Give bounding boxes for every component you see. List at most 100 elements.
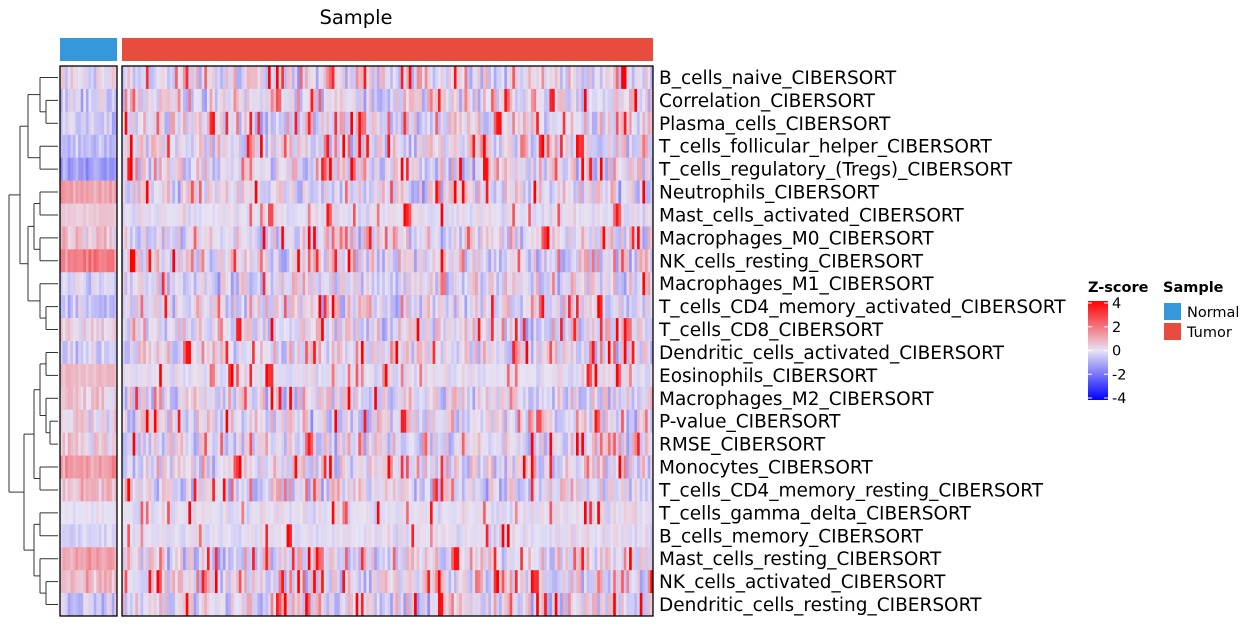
- heatmap-cell: [217, 341, 221, 365]
- heatmap-cell: [570, 547, 574, 571]
- heatmap-cell: [310, 501, 314, 525]
- heatmap-cell: [148, 409, 152, 434]
- heatmap-cell: [594, 226, 598, 250]
- heatmap-cell: [427, 272, 431, 296]
- heatmap-cell: [368, 341, 372, 365]
- heatmap-cell: [127, 180, 131, 204]
- heatmap-cell: [156, 478, 160, 502]
- heatmap-cell: [185, 455, 189, 479]
- heatmap-cell: [321, 249, 325, 273]
- heatmap-cell: [530, 409, 534, 434]
- heatmap-cell: [477, 272, 481, 296]
- heatmap-cell: [411, 180, 415, 204]
- heatmap-cell: [83, 88, 87, 113]
- heatmap-cell: [573, 386, 577, 411]
- heatmap-cell: [451, 501, 455, 525]
- heatmap-cell: [167, 134, 171, 159]
- heatmap-cell: [538, 295, 542, 319]
- heatmap-cell: [204, 295, 208, 319]
- heatmap-cell: [342, 157, 346, 181]
- heatmap-cell: [318, 203, 322, 227]
- heatmap-cell: [480, 295, 484, 319]
- heatmap-cell: [114, 547, 118, 571]
- heatmap-cell: [400, 386, 404, 411]
- heatmap-cell: [145, 203, 149, 227]
- heatmap-cell: [522, 478, 526, 502]
- heatmap-cell: [483, 386, 487, 411]
- heatmap-cell: [185, 409, 189, 434]
- heatmap-cell: [225, 386, 229, 411]
- heatmap-cell: [565, 295, 569, 319]
- heatmap-cell: [225, 547, 229, 571]
- heatmap-cell: [647, 363, 651, 388]
- heatmap-cell: [313, 432, 317, 456]
- heatmap-cell: [589, 386, 593, 411]
- heatmap-cell: [411, 386, 415, 411]
- heatmap-cell: [91, 203, 95, 227]
- heatmap-cell: [544, 409, 548, 434]
- heatmap-cell: [241, 341, 245, 365]
- heatmap-cell: [599, 272, 603, 296]
- heatmap-cell: [525, 180, 529, 204]
- heatmap-cell: [318, 386, 322, 411]
- heatmap-cell: [634, 363, 638, 388]
- heatmap-cell: [358, 66, 362, 90]
- heatmap-cell: [93, 157, 97, 181]
- heatmap-cell: [193, 66, 197, 90]
- heatmap-cell: [145, 547, 149, 571]
- heatmap-cell: [127, 501, 131, 525]
- heatmap-cell: [469, 203, 473, 227]
- heatmap-cell: [191, 501, 195, 525]
- heatmap-cell: [75, 226, 79, 250]
- heatmap-cell: [78, 88, 82, 113]
- heatmap-cell: [395, 455, 399, 479]
- heatmap-cell: [297, 111, 301, 136]
- heatmap-cell: [145, 363, 149, 388]
- heatmap-cell: [475, 203, 479, 227]
- heatmap-cell: [289, 180, 293, 204]
- heatmap-cell: [217, 66, 221, 90]
- heatmap-cell: [573, 547, 577, 571]
- heatmap-cell: [525, 363, 529, 388]
- heatmap-cell: [610, 432, 614, 456]
- heatmap-cell: [501, 134, 505, 159]
- heatmap-cell: [382, 363, 386, 388]
- heatmap-cell: [244, 157, 248, 181]
- heatmap-cell: [554, 157, 558, 181]
- heatmap-cell: [180, 88, 184, 113]
- heatmap-cell: [204, 157, 208, 181]
- heatmap-cell: [488, 432, 492, 456]
- heatmap-cell: [570, 501, 574, 525]
- heatmap-cell: [199, 455, 203, 479]
- heatmap-cell: [265, 455, 269, 479]
- heatmap-cell: [78, 432, 82, 456]
- heatmap-cell: [80, 272, 84, 296]
- heatmap-cell: [514, 272, 518, 296]
- heatmap-cell: [236, 432, 240, 456]
- heatmap-cell: [183, 295, 187, 319]
- heatmap-cell: [549, 111, 553, 136]
- heatmap-cell: [83, 111, 87, 136]
- heatmap-cell: [597, 501, 601, 525]
- heatmap-cell: [506, 134, 511, 159]
- heatmap-cell: [307, 88, 311, 113]
- heatmap-cell: [78, 134, 82, 159]
- heatmap-cell: [294, 134, 298, 159]
- heatmap-cell: [101, 524, 105, 548]
- heatmap-cell: [453, 295, 457, 319]
- heatmap-cell: [302, 272, 306, 296]
- heatmap-cell: [456, 203, 460, 227]
- heatmap-cell: [485, 478, 489, 502]
- heatmap-cell: [525, 524, 529, 548]
- heatmap-cell: [382, 547, 386, 571]
- heatmap-cell: [127, 386, 131, 411]
- heatmap-cell: [228, 295, 232, 319]
- heatmap-cell: [384, 547, 388, 571]
- heatmap-cell: [201, 341, 205, 365]
- heatmap-cell: [268, 363, 272, 388]
- heatmap-cell: [475, 249, 479, 273]
- heatmap-cell: [650, 272, 654, 296]
- heatmap-cell: [268, 134, 272, 159]
- heatmap-cell: [62, 111, 66, 136]
- heatmap-cell: [629, 226, 633, 250]
